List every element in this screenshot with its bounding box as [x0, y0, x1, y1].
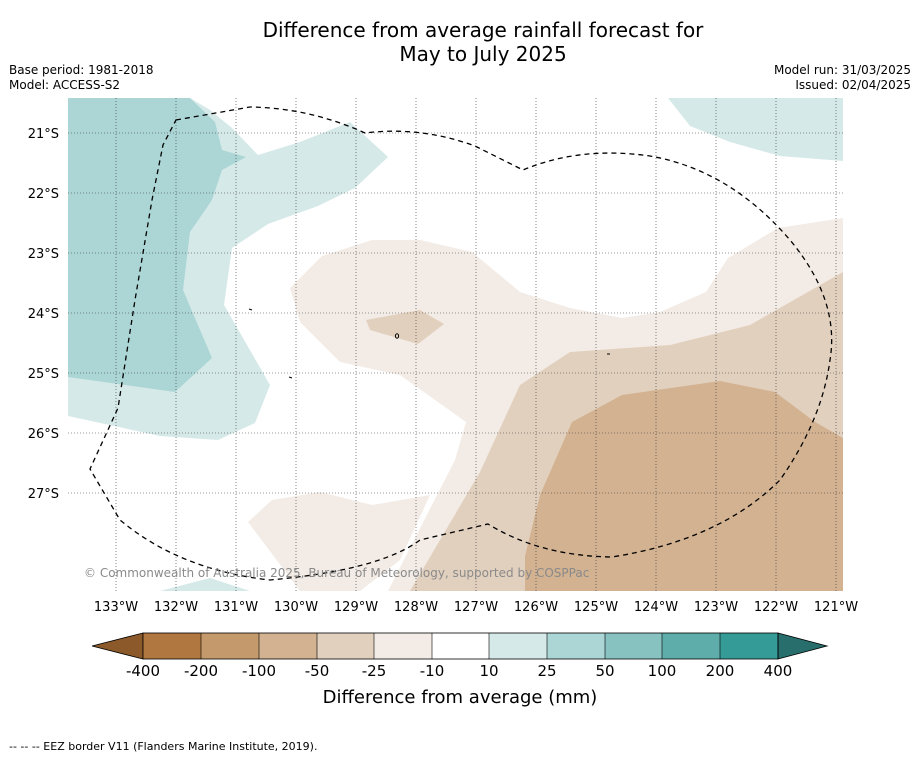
- lon-tick-133w: 133°W: [94, 600, 138, 615]
- colorbar-segment: [605, 633, 662, 659]
- lon-tick-121w: 121°W: [814, 600, 858, 615]
- colorbar-tick-labels: -400 -200 -100 -50 -25 -10 10 25 50 100 …: [126, 662, 792, 680]
- colorbar-label: Difference from average (mm): [323, 687, 598, 708]
- wet-region-25-50-west: [68, 98, 246, 392]
- dry-region-10-25-south: [248, 492, 430, 591]
- wet-region-10-25-south: [160, 578, 250, 591]
- colorbar-frame: [142, 632, 779, 660]
- lat-tick-labels: 21°S 22°S 23°S 24°S 25°S 26°S 27°S: [28, 127, 59, 502]
- lon-tick-124w: 124°W: [634, 600, 678, 615]
- dry-region-25-50-small: [366, 310, 444, 344]
- lon-tick-123w: 123°W: [694, 600, 738, 615]
- copyright-text: © Commonwealth of Australia 2025, Bureau…: [84, 566, 589, 580]
- lon-tick-126w: 126°W: [514, 600, 558, 615]
- lon-tick-132w: 132°W: [154, 600, 198, 615]
- map-title: Difference from average rainfall forecas…: [0, 18, 919, 66]
- dry-region-50-100-southeast: [525, 381, 843, 591]
- title-line-2: May to July 2025: [399, 42, 567, 66]
- model-name: Model: ACCESS-S2: [9, 78, 121, 92]
- islands: [248, 308, 610, 379]
- lat-tick-25s: 25°S: [28, 367, 59, 382]
- colorbar-segment: [432, 633, 489, 659]
- colorbar-low-extension: [91, 632, 144, 660]
- colorbar-tick: 100: [648, 662, 677, 680]
- colorbar-tick: -400: [126, 662, 160, 680]
- lat-tick-21s: 21°S: [28, 127, 59, 142]
- colorbar-tick: 25: [537, 662, 556, 680]
- colorbar-tick: 400: [764, 662, 793, 680]
- meta-left: Base period: 1981-2018 Model: ACCESS-S2: [9, 63, 154, 93]
- lon-tick-127w: 127°W: [454, 600, 498, 615]
- colorbar: -400 -200 -100 -50 -25 -10 10 25 50 100 …: [91, 632, 829, 708]
- colorbar-segment: [489, 633, 547, 659]
- colorbar-segment: [374, 633, 432, 659]
- lat-tick-27s: 27°S: [28, 487, 59, 502]
- lat-tick-23s: 23°S: [28, 247, 59, 262]
- base-period: Base period: 1981-2018: [9, 63, 154, 77]
- colorbar-tick: -200: [184, 662, 218, 680]
- lat-tick-24s: 24°S: [28, 307, 59, 322]
- colorbar-segment: [547, 633, 605, 659]
- lon-tick-125w: 125°W: [574, 600, 618, 615]
- map-plot-area: [68, 98, 843, 591]
- colorbar-segment: [662, 633, 720, 659]
- colorbar-tick: -100: [242, 662, 276, 680]
- wet-region-10-25-northeast: [668, 98, 843, 161]
- colorbar-segment: [317, 633, 374, 659]
- lat-tick-26s: 26°S: [28, 427, 59, 442]
- meta-right: Model run: 31/03/2025 Issued: 02/04/2025: [774, 63, 911, 93]
- colorbar-tick: -50: [305, 662, 330, 680]
- gridlines: [68, 98, 843, 591]
- colorbar-tick: 50: [595, 662, 614, 680]
- colorbar-tick: 10: [479, 662, 498, 680]
- eez-footnote: -- -- -- EEZ border V11 (Flanders Marine…: [9, 740, 318, 753]
- lon-tick-122w: 122°W: [754, 600, 798, 615]
- colorbar-tick: -25: [362, 662, 387, 680]
- colorbar-segment: [720, 633, 778, 659]
- lat-tick-22s: 22°S: [28, 187, 59, 202]
- colorbar-dividers: [200, 633, 721, 659]
- colorbar-segment: [201, 633, 259, 659]
- issued-date: Issued: 02/04/2025: [795, 78, 911, 92]
- lon-tick-129w: 129°W: [334, 600, 378, 615]
- lon-tick-130w: 130°W: [274, 600, 318, 615]
- eez-border: [89, 106, 833, 581]
- colorbar-segment: [143, 633, 201, 659]
- lon-tick-131w: 131°W: [214, 600, 258, 615]
- colorbar-tick: 200: [706, 662, 735, 680]
- lon-tick-128w: 128°W: [394, 600, 438, 615]
- model-run: Model run: 31/03/2025: [773, 63, 911, 77]
- colorbar-high-extension: [777, 632, 829, 660]
- lon-tick-labels: 133°W 132°W 131°W 130°W 129°W 128°W 127°…: [94, 600, 858, 615]
- title-line-1: Difference from average rainfall forecas…: [262, 18, 704, 42]
- colorbar-tick: -10: [420, 662, 445, 680]
- colorbar-segment: [259, 633, 317, 659]
